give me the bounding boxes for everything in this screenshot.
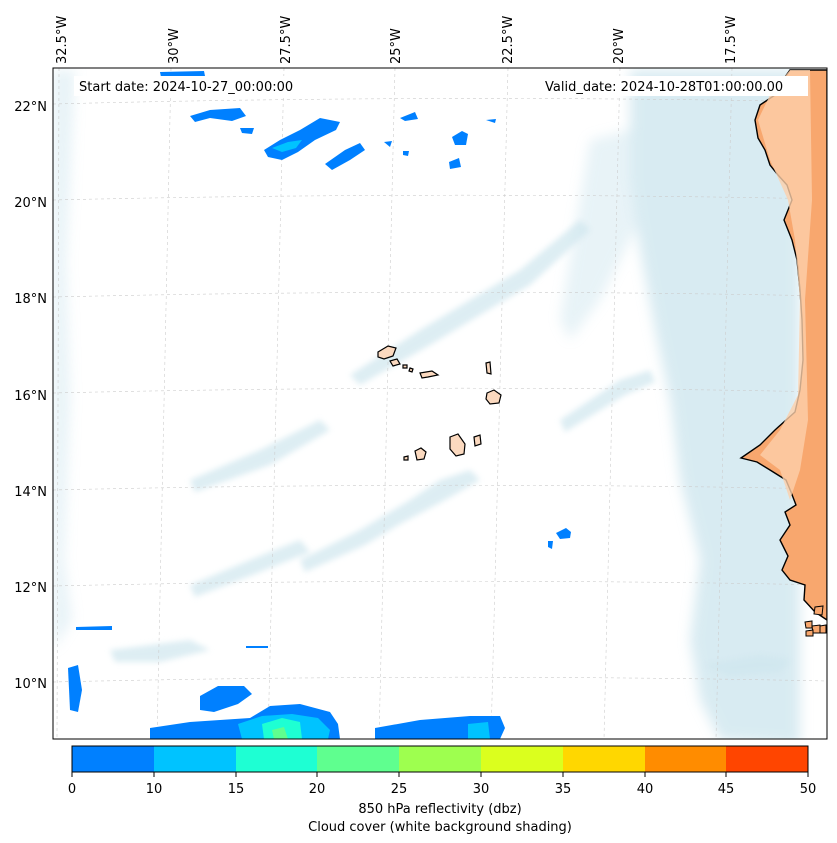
bijagos-islands (804, 605, 827, 637)
lat-label-18n: 18°N (14, 292, 47, 307)
lat-label-20n: 20°N (14, 196, 47, 211)
lat-label-22n: 22°N (14, 100, 47, 115)
lon-label-17-5w: 17.5°W (724, 16, 739, 64)
colorbar-tick-40: 40 (637, 782, 654, 797)
lat-label-10n: 10°N (14, 677, 47, 692)
longitude-labels: 32.5°W 30°W 27.5°W 25°W 22.5°W 20°W 17.5… (55, 16, 739, 64)
valid-date-label: Valid_date: 2024-10-28T01:00:00.00 (545, 80, 783, 95)
cloud-streaks (110, 220, 790, 676)
lon-label-32-5w: 32.5°W (55, 16, 70, 64)
colorbar-tick-50: 50 (800, 782, 817, 797)
lon-label-30w: 30°W (167, 28, 182, 64)
start-date-label: Start date: 2024-10-27_00:00:00 (79, 80, 293, 95)
colorbar-sublabel: Cloud cover (white background shading) (308, 820, 572, 835)
cloud-cover-shading (53, 70, 800, 739)
colorbar-segment-0-10 (72, 746, 154, 772)
latitude-labels: 22°N 20°N 18°N 16°N 14°N 12°N 10°N (14, 100, 47, 692)
colorbar-segment-20-25 (317, 746, 399, 772)
lon-label-25w: 25°W (389, 28, 404, 64)
colorbar: 0 10 15 20 25 30 35 40 45 50 850 hPa ref… (68, 745, 816, 835)
colorbar-frame (71, 745, 809, 773)
cape-verde-islands (377, 345, 502, 461)
colorbar-segment-30-35 (481, 746, 563, 772)
lat-label-12n: 12°N (14, 581, 47, 596)
reflectivity-blobs (68, 71, 571, 739)
colorbar-segment-45-50 (726, 746, 808, 772)
gridlines (53, 68, 827, 739)
colorbar-tick-25: 25 (391, 782, 408, 797)
lon-label-20w: 20°W (612, 28, 627, 64)
colorbar-segments (72, 746, 808, 772)
lon-label-22-5w: 22.5°W (501, 16, 516, 64)
lon-label-27-5w: 27.5°W (279, 16, 294, 64)
colorbar-tick-35: 35 (555, 782, 572, 797)
colorbar-segment-35-40 (563, 746, 645, 772)
start-date-label-bg (74, 76, 314, 96)
map-plot-area: Start date: 2024-10-27_00:00:00 Valid_da… (53, 68, 827, 739)
colorbar-tick-45: 45 (718, 782, 735, 797)
colorbar-ticks (71, 772, 809, 777)
colorbar-tick-labels: 0 10 15 20 25 30 35 40 45 50 (68, 782, 816, 797)
colorbar-tick-20: 20 (309, 782, 326, 797)
africa-lighter-coast (758, 70, 812, 500)
colorbar-segment-10-15 (154, 746, 236, 772)
colorbar-segment-25-30 (399, 746, 481, 772)
colorbar-tick-0: 0 (68, 782, 76, 797)
colorbar-segment-40-45 (645, 746, 727, 772)
map-frame (52, 67, 828, 740)
colorbar-segment-15-20 (236, 746, 318, 772)
colorbar-label: 850 hPa reflectivity (dbz) (358, 802, 521, 817)
lat-label-14n: 14°N (14, 485, 47, 500)
colorbar-tick-10: 10 (146, 782, 163, 797)
valid-date-label-bg (540, 76, 808, 96)
colorbar-tick-30: 30 (473, 782, 490, 797)
colorbar-tick-15: 15 (228, 782, 245, 797)
lat-label-16n: 16°N (14, 389, 47, 404)
